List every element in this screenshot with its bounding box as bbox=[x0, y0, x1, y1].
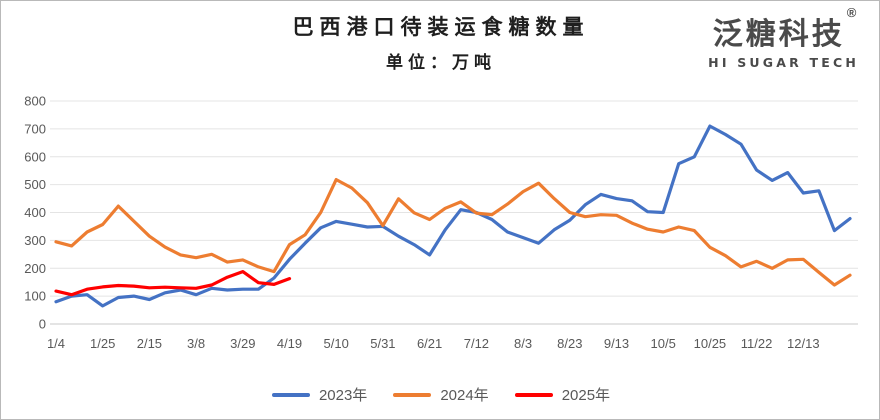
legend-item-2024: 2024年 bbox=[393, 384, 489, 405]
brand-name: 泛糖科技 bbox=[712, 17, 845, 52]
brand-name-row: 泛糖科技® bbox=[712, 5, 857, 53]
x-tick-label: 3/8 bbox=[187, 336, 205, 351]
x-tick-label: 1/4 bbox=[47, 336, 65, 351]
legend-label-2023: 2023年 bbox=[318, 387, 368, 404]
legend-item-2025: 2025年 bbox=[514, 384, 611, 405]
series-line-2025 bbox=[54, 270, 292, 297]
y-tick-label: 200 bbox=[24, 261, 46, 276]
legend-item-2023: 2023年 bbox=[271, 384, 368, 405]
brand-logo: 泛糖科技® HI SUGAR TECH bbox=[708, 5, 859, 70]
y-tick-label: 100 bbox=[24, 289, 46, 304]
brand-tagline: HI SUGAR TECH bbox=[708, 55, 859, 70]
x-tick-label: 10/25 bbox=[694, 336, 727, 351]
legend-label-2025: 2025年 bbox=[561, 387, 611, 404]
x-tick-label: 7/12 bbox=[464, 336, 489, 351]
x-tick-label: 12/13 bbox=[787, 336, 820, 351]
x-tick-label: 4/19 bbox=[277, 336, 302, 351]
x-tick-label: 1/25 bbox=[90, 336, 115, 351]
y-tick-label: 300 bbox=[24, 233, 46, 248]
x-tick-label: 3/29 bbox=[230, 336, 255, 351]
x-tick-label: 8/3 bbox=[514, 336, 532, 351]
x-tick-label: 8/23 bbox=[557, 336, 582, 351]
registered-trademark-icon: ® bbox=[846, 5, 857, 20]
x-tick-label: 6/21 bbox=[417, 336, 442, 351]
chart-legend: 2023年 2024年 2025年 bbox=[1, 384, 879, 405]
series-line-2024 bbox=[54, 178, 852, 287]
x-tick-label: 5/10 bbox=[324, 336, 349, 351]
x-tick-label: 9/13 bbox=[604, 336, 629, 351]
x-tick-label: 11/22 bbox=[741, 336, 773, 351]
legend-swatch-2023 bbox=[271, 392, 310, 397]
y-tick-label: 400 bbox=[24, 205, 46, 220]
x-tick-label: 2/15 bbox=[137, 336, 162, 351]
legend-label-2024: 2024年 bbox=[440, 387, 489, 404]
legend-swatch-2024 bbox=[393, 392, 432, 397]
x-tick-label: 5/31 bbox=[370, 336, 395, 351]
y-tick-label: 600 bbox=[24, 149, 46, 164]
x-tick-label: 10/5 bbox=[651, 336, 676, 351]
y-tick-label: 700 bbox=[24, 121, 46, 136]
y-tick-label: 800 bbox=[24, 94, 46, 109]
legend-swatch-2025 bbox=[514, 392, 553, 397]
series-line-2023 bbox=[54, 124, 852, 308]
y-tick-label: 0 bbox=[39, 317, 46, 332]
y-tick-label: 500 bbox=[24, 177, 46, 192]
